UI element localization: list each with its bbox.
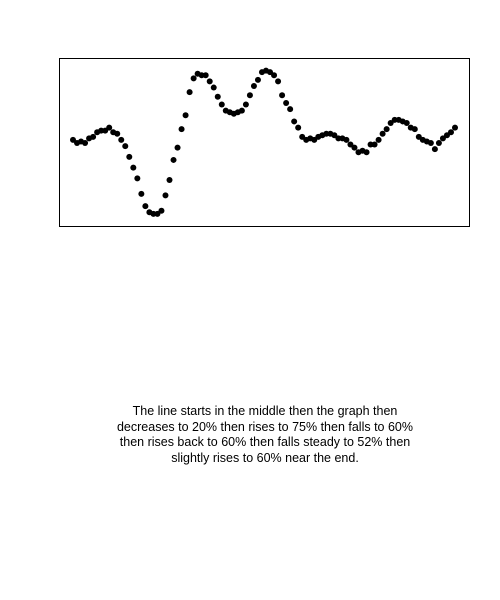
data-point [182, 112, 189, 119]
data-point [452, 124, 458, 131]
data-point [142, 203, 149, 210]
data-point [130, 164, 137, 171]
data-point [375, 136, 382, 143]
data-point [138, 190, 145, 197]
data-point [343, 136, 350, 143]
data-point [122, 143, 129, 150]
data-point [126, 153, 133, 160]
data-point [447, 129, 454, 136]
data-point [283, 99, 290, 106]
data-point [246, 92, 253, 99]
data-point [411, 126, 418, 133]
data-point [287, 106, 294, 113]
data-point [202, 72, 209, 79]
data-point [186, 89, 193, 96]
data-point [435, 140, 442, 146]
data-point [134, 175, 141, 182]
data-point [379, 130, 386, 137]
data-point [238, 107, 245, 114]
data-point [114, 130, 121, 137]
data-point [271, 72, 278, 79]
data-point [371, 141, 378, 148]
data-point [206, 78, 213, 85]
data-point [158, 207, 165, 214]
data-point [210, 84, 217, 91]
data-point [166, 176, 173, 183]
data-point [82, 140, 89, 146]
data-point [254, 76, 261, 83]
data-point [162, 192, 169, 199]
data-point [431, 146, 438, 153]
data-point [351, 144, 358, 151]
data-point [190, 75, 197, 82]
data-point [295, 124, 302, 131]
data-point [427, 140, 434, 146]
chart-caption: The line starts in the middle then the g… [116, 404, 413, 466]
data-point [403, 119, 410, 126]
plot-area-frame [59, 58, 470, 227]
data-point [250, 83, 257, 90]
data-point [178, 126, 185, 133]
data-point [170, 156, 177, 163]
data-point [218, 101, 225, 108]
data-point [214, 93, 221, 100]
data-point [118, 136, 125, 143]
data-point [90, 133, 97, 140]
data-point [383, 126, 390, 133]
data-point [363, 149, 370, 156]
data-point [291, 118, 298, 125]
data-point [106, 124, 113, 131]
data-point [174, 144, 181, 151]
data-points-layer [70, 67, 458, 217]
data-point [275, 78, 282, 85]
data-point [279, 92, 286, 99]
data-point [242, 101, 249, 108]
